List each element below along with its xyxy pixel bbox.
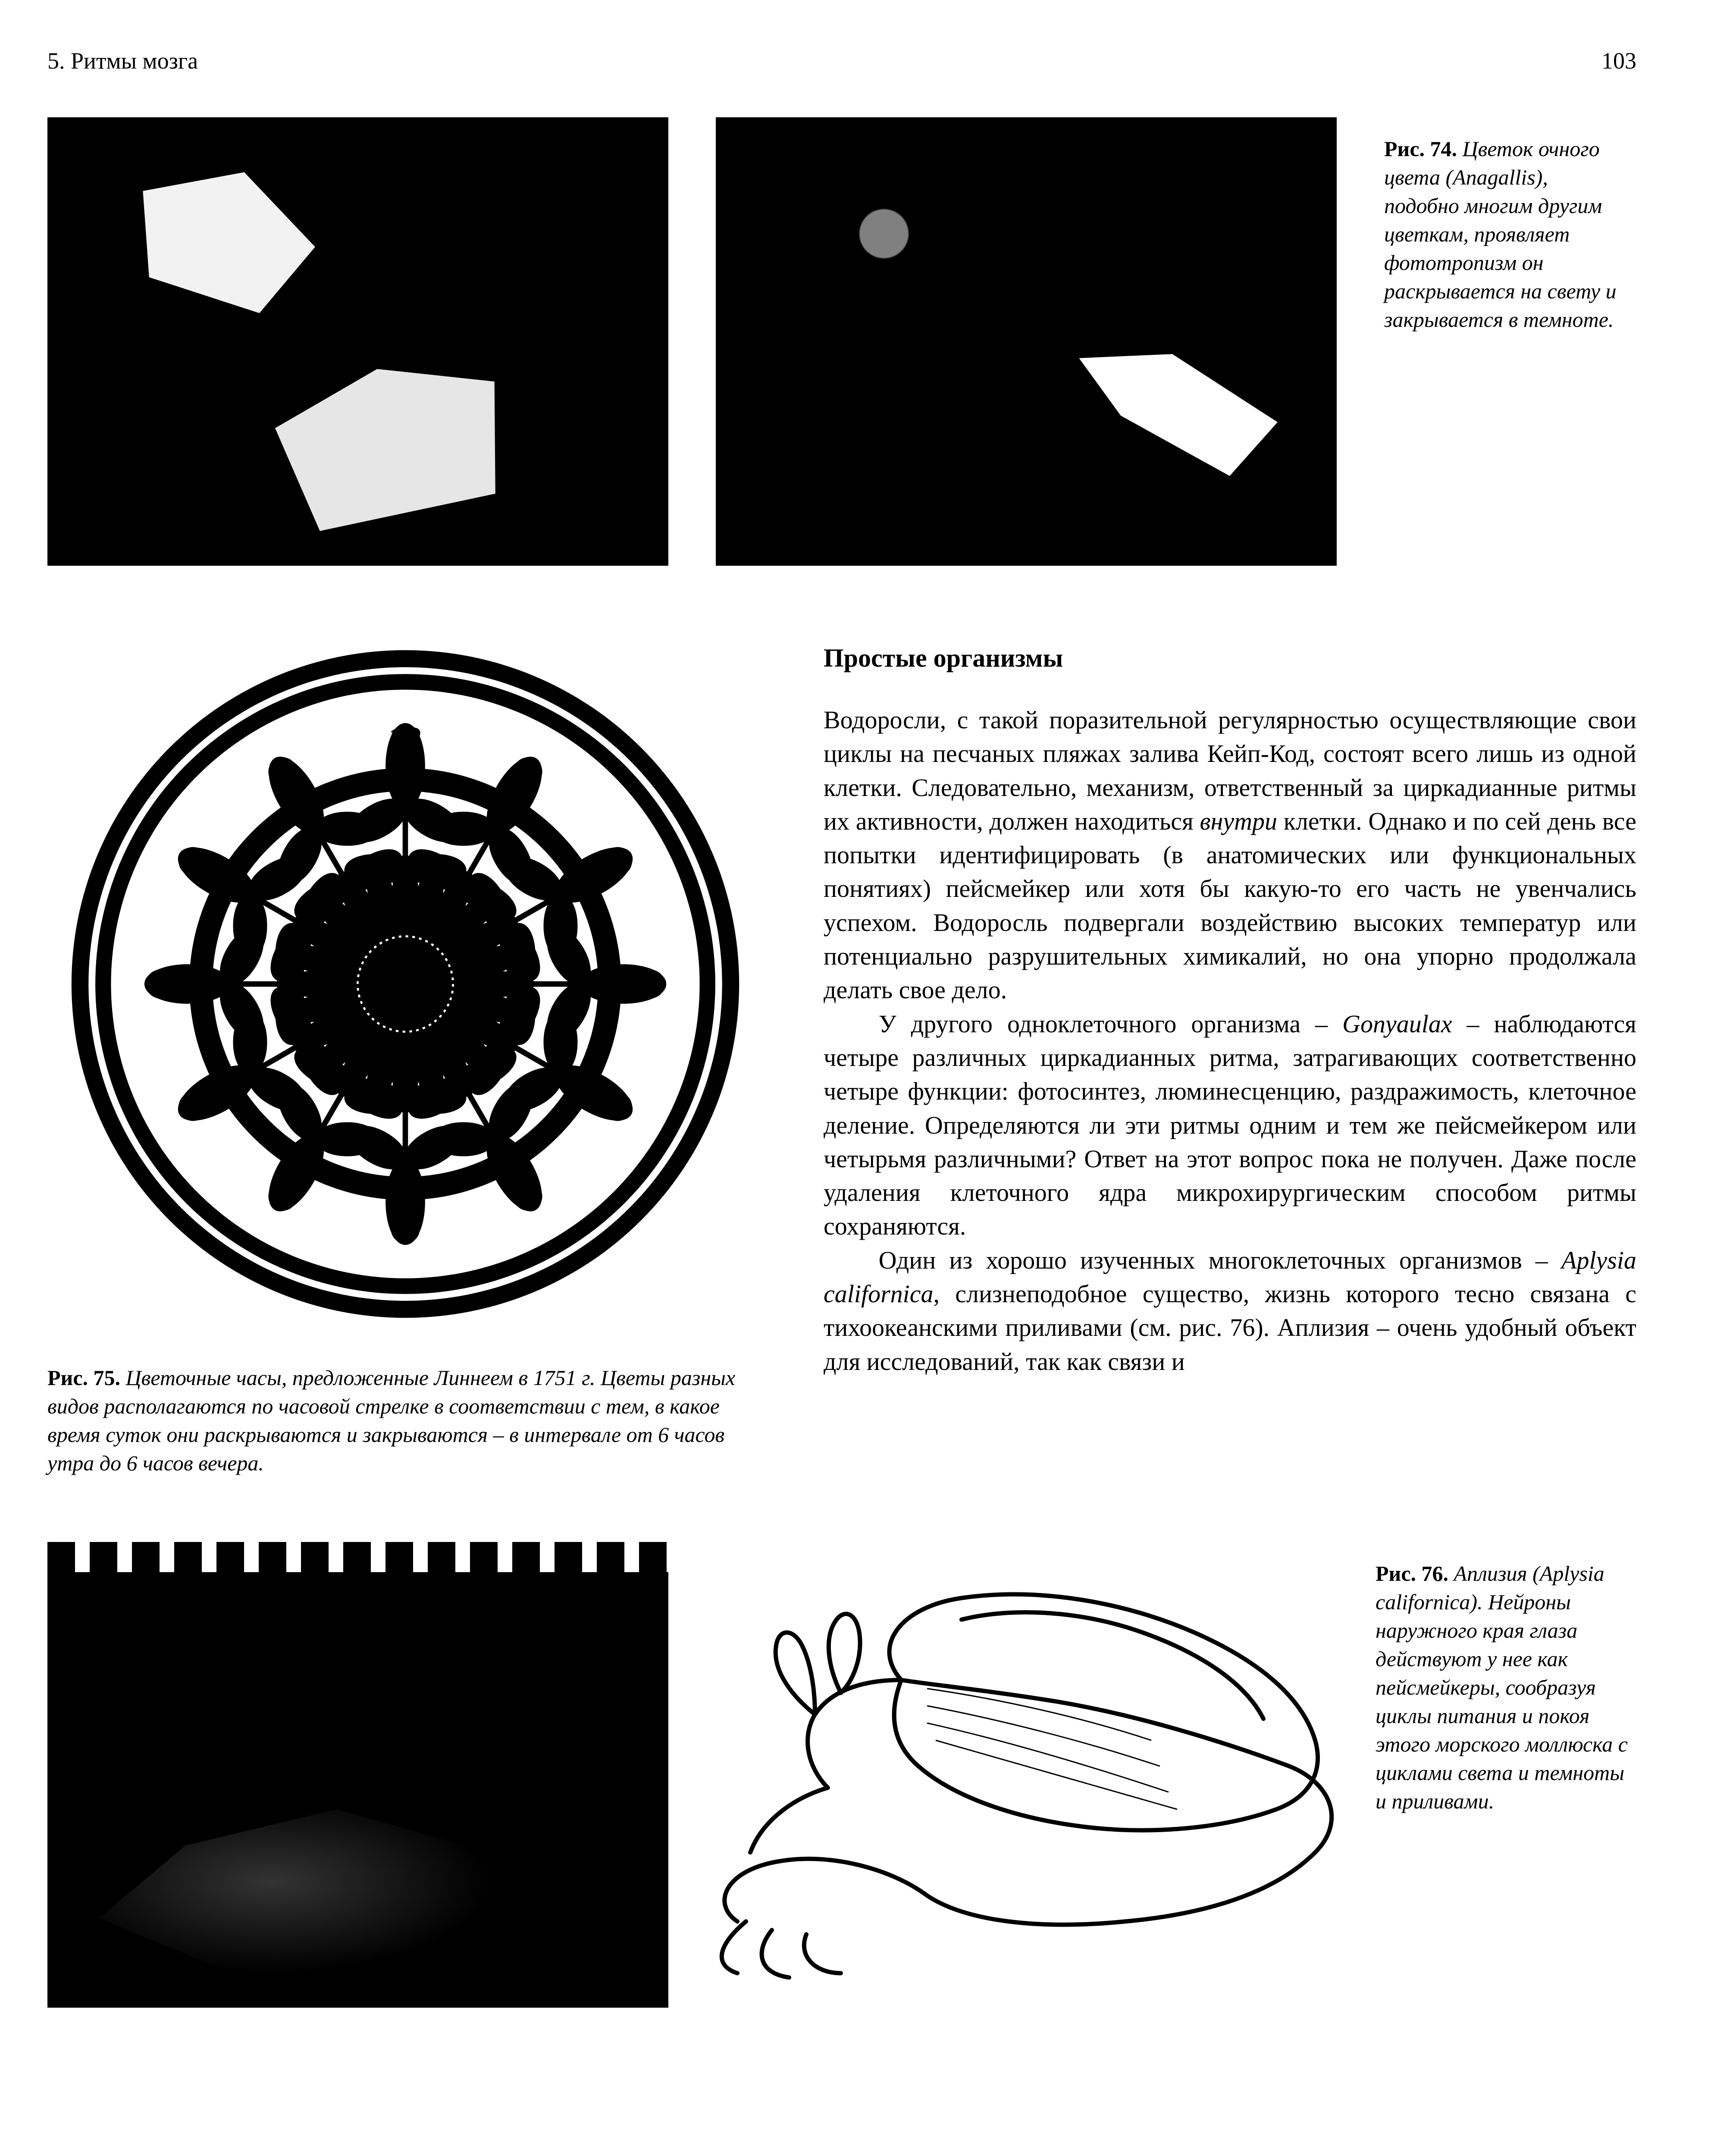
figure-75-image: 12 3 6 9: [65, 643, 746, 1325]
p2a: У другого одноклеточного организма –: [879, 1010, 1342, 1038]
text-column: Простые организмы Водоросли, с такой пор…: [824, 643, 1636, 1379]
paragraph-3: Один из хорошо изученных многоклеточных …: [824, 1244, 1636, 1379]
p3a: Один из хорошо изученных многоклеточных …: [879, 1246, 1561, 1274]
figure-76-text: Аплизия (Aplysia californica). Нейроны н…: [1376, 1561, 1628, 1813]
figure-76-row: Рис. 76. Аплизия (Aplysia californica). …: [47, 1542, 1636, 2008]
paragraph-1: Водоросли, с такой поразительной регуляр…: [824, 703, 1636, 1007]
section-heading: Простые организмы: [824, 643, 1636, 673]
p1c: клетки. Однако и по сей день все попытки…: [824, 807, 1636, 1004]
p1b: внутри: [1200, 807, 1277, 835]
figure-74-image-left: [47, 117, 668, 566]
mid-row: 12 3 6 9 Рис. 75. Цветочные часы, предло…: [47, 643, 1636, 1477]
p2b: Gonyaulax: [1342, 1010, 1452, 1038]
figure-75-caption: Рис. 75. Цветочные часы, предложенные Ли…: [47, 1363, 763, 1477]
figure-74-row: Рис. 74. Цветок очного цвета (Anagallis)…: [47, 117, 1636, 566]
p2c: – наблюдаются четыре различных циркадиан…: [824, 1010, 1636, 1241]
clock-number-3: 3: [636, 965, 652, 1003]
aplysia-icon: [686, 1542, 1358, 2008]
page-number: 103: [1601, 47, 1636, 74]
body-text: Водоросли, с такой поразительной регуляр…: [824, 703, 1636, 1379]
figure-76-label: Рис. 76.: [1376, 1561, 1448, 1586]
clock-number-12: 12: [389, 719, 422, 758]
figure-76-caption: Рис. 76. Аплизия (Aplysia californica). …: [1376, 1542, 1636, 1815]
clock-number-9: 9: [159, 965, 175, 1003]
chapter-title: 5. Ритмы мозга: [47, 47, 198, 74]
figure-76-drawing: [686, 1542, 1358, 2008]
clock-number-6: 6: [397, 1210, 414, 1249]
paragraph-2: У другого одноклеточного организма – Gon…: [824, 1007, 1636, 1244]
figure-75-column: 12 3 6 9 Рис. 75. Цветочные часы, предло…: [47, 643, 763, 1477]
figure-75-label: Рис. 75.: [47, 1366, 120, 1390]
figure-75-text: Цветочные часы, предложенные Линнеем в 1…: [47, 1366, 735, 1475]
figure-74-label: Рис. 74.: [1384, 137, 1457, 161]
figure-74-caption: Рис. 74. Цветок очного цвета (Anagallis)…: [1384, 117, 1626, 566]
figure-74-image-right: [716, 117, 1337, 566]
p3c: , слизнеподобное существо, жизнь которог…: [824, 1280, 1636, 1376]
page-header: 5. Ритмы мозга 103: [47, 47, 1636, 74]
figure-76-photo: [47, 1542, 668, 2008]
